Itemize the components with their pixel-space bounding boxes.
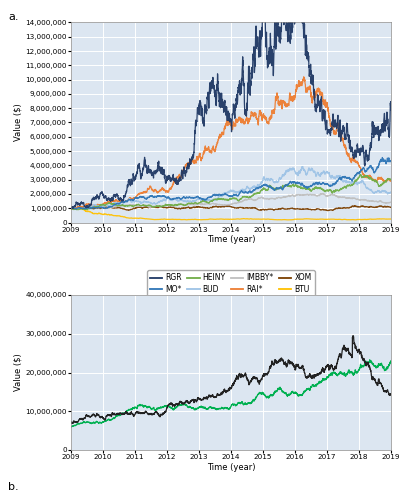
Legend: RGR, MO*, HEINY, BUD, IMBBY*, RAI*, XOM, BTU: RGR, MO*, HEINY, BUD, IMBBY*, RAI*, XOM,… bbox=[147, 270, 315, 296]
Y-axis label: Value ($): Value ($) bbox=[13, 104, 22, 142]
Text: a.: a. bbox=[8, 12, 19, 22]
X-axis label: Time (year): Time (year) bbox=[207, 463, 255, 472]
X-axis label: Time (year): Time (year) bbox=[207, 236, 255, 244]
Y-axis label: Value ($): Value ($) bbox=[13, 354, 22, 392]
Text: b.: b. bbox=[8, 482, 19, 492]
